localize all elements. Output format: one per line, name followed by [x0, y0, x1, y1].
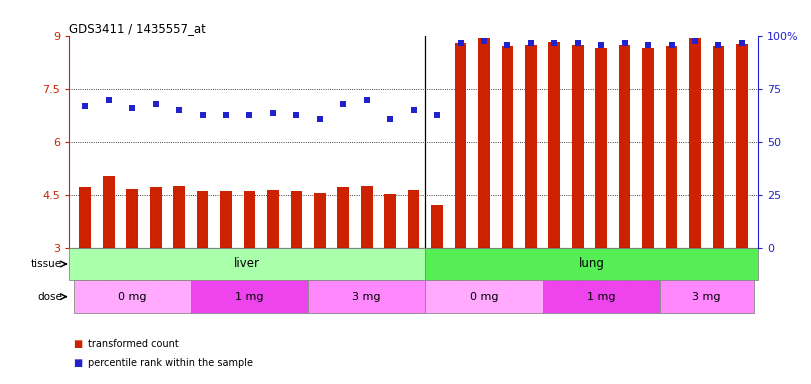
Bar [642, 48, 654, 248]
Bar [689, 38, 701, 248]
Bar [127, 189, 138, 248]
Bar [543, 280, 660, 313]
Text: 0 mg: 0 mg [118, 291, 147, 302]
Point [126, 105, 139, 111]
Bar [478, 38, 490, 248]
Text: GDS3411 / 1435557_at: GDS3411 / 1435557_at [69, 22, 206, 35]
Bar [455, 43, 466, 248]
Text: transformed count: transformed count [88, 339, 178, 349]
Point [736, 40, 749, 46]
Point [173, 107, 186, 114]
Bar [337, 187, 349, 248]
Text: percentile rank within the sample: percentile rank within the sample [88, 358, 252, 368]
Text: 3 mg: 3 mg [353, 291, 381, 302]
Point [431, 112, 444, 118]
Text: tissue: tissue [31, 259, 62, 269]
Bar [548, 42, 560, 248]
Bar [572, 45, 584, 248]
Bar [431, 205, 443, 248]
Bar [290, 191, 303, 248]
Point [525, 40, 538, 46]
Point [196, 112, 209, 118]
Bar [191, 280, 308, 313]
Point [79, 103, 92, 109]
Bar [174, 186, 185, 248]
Point [407, 107, 420, 114]
Bar [713, 46, 724, 248]
Point [102, 97, 115, 103]
Text: 1 mg: 1 mg [235, 291, 264, 302]
Bar [384, 194, 396, 248]
Bar [74, 280, 191, 313]
Bar [69, 248, 425, 280]
Bar [666, 46, 677, 248]
Bar [197, 190, 208, 248]
Bar [425, 248, 758, 280]
Point [267, 109, 280, 116]
Text: liver: liver [234, 258, 260, 270]
Point [360, 97, 373, 103]
Point [571, 40, 584, 46]
Bar [79, 187, 91, 248]
Bar [660, 280, 753, 313]
Point [454, 40, 467, 46]
Text: 0 mg: 0 mg [470, 291, 498, 302]
Point [313, 116, 326, 122]
Bar [595, 48, 607, 248]
Bar [361, 186, 372, 248]
Point [478, 38, 491, 44]
Bar [525, 45, 537, 248]
Point [547, 40, 560, 46]
Point [337, 101, 350, 107]
Bar [150, 187, 161, 248]
Point [689, 38, 702, 44]
Bar [103, 175, 114, 248]
Bar [736, 44, 748, 248]
Text: 3 mg: 3 mg [693, 291, 721, 302]
Bar [425, 280, 543, 313]
Bar [220, 190, 232, 248]
Bar [243, 190, 255, 248]
Text: ■: ■ [73, 339, 82, 349]
Point [149, 101, 162, 107]
Point [618, 40, 631, 46]
Point [594, 42, 607, 48]
Bar [267, 190, 279, 248]
Point [642, 42, 654, 48]
Bar [619, 45, 630, 248]
Point [384, 116, 397, 122]
Point [665, 42, 678, 48]
Text: lung: lung [579, 258, 605, 270]
Bar [501, 46, 513, 248]
Text: dose: dose [37, 291, 62, 302]
Point [243, 112, 256, 118]
Text: ■: ■ [73, 358, 82, 368]
Bar [314, 193, 326, 248]
Point [501, 42, 514, 48]
Bar [308, 280, 425, 313]
Text: 1 mg: 1 mg [587, 291, 616, 302]
Point [220, 112, 233, 118]
Bar [408, 190, 419, 248]
Point [290, 112, 303, 118]
Point [712, 42, 725, 48]
